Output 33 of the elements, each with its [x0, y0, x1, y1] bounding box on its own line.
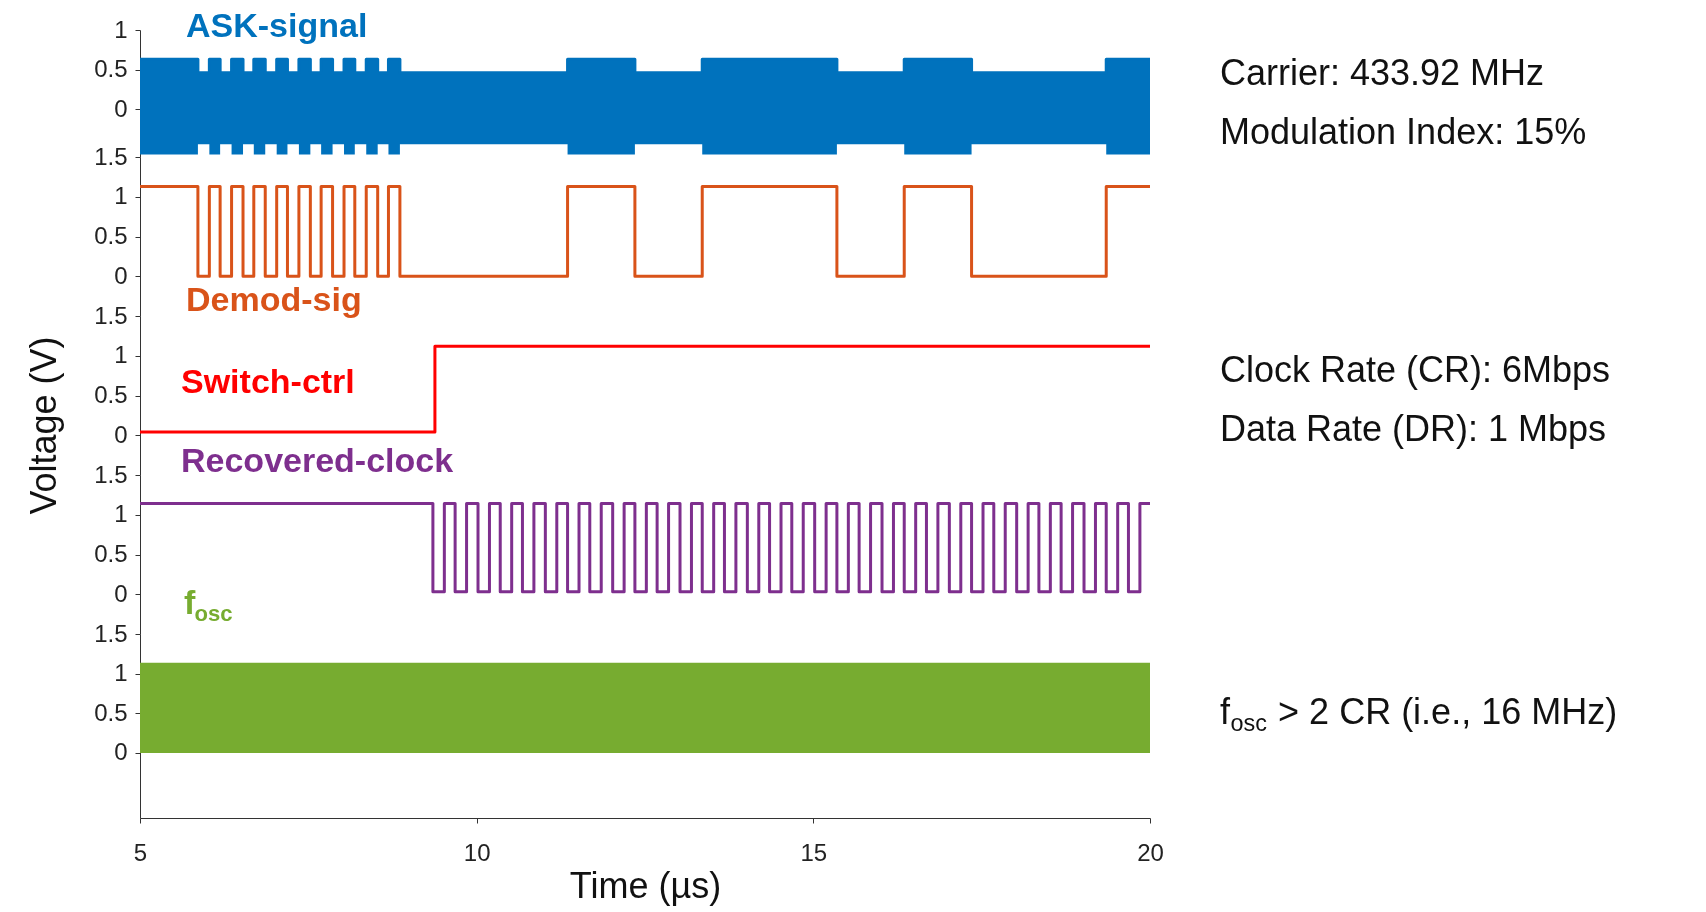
y-tick-label: 0 — [114, 261, 128, 289]
y-tick-label: 1 — [114, 182, 128, 210]
y-tick-label: 1.5 — [94, 619, 128, 647]
text: Clock Rate (CR): 6Mbps — [1220, 349, 1611, 390]
x-axis-title: Time (µs) — [569, 864, 722, 906]
x-tick-label: 20 — [1137, 838, 1164, 866]
series-label: Recovered-clock — [181, 441, 454, 479]
series-label: Switch-ctrl — [181, 362, 355, 400]
y-tick-label: 0.5 — [94, 55, 128, 83]
series-label: Demod-sig — [186, 280, 362, 318]
y-tick-label: 0.5 — [94, 222, 128, 249]
y-tick-label: 0 — [114, 738, 128, 766]
y-tick-label: 0 — [114, 420, 128, 448]
y-tick-label: 1 — [114, 15, 128, 43]
y-tick-label: 0 — [114, 579, 128, 607]
y-tick-label: 1 — [114, 659, 128, 687]
text: Data Rate (DR): 1 Mbps — [1220, 408, 1607, 449]
y-tick-label: 1 — [114, 341, 128, 369]
text: Carrier: 433.92 MHz — [1220, 52, 1545, 93]
y-tick-label: 0.5 — [94, 698, 128, 726]
x-tick-label: 10 — [463, 838, 491, 866]
y-tick-label: 1.5 — [94, 142, 128, 170]
y-tick-label: 0 — [114, 94, 128, 122]
y-tick-label: 1.5 — [94, 301, 128, 329]
y-tick-label: 1.5 — [94, 460, 128, 488]
x-tick-label: 5 — [133, 838, 148, 866]
y-tick-label: 1 — [114, 500, 128, 528]
y-axis-title: Voltage (V) — [23, 336, 65, 515]
y-tick-label: 0.5 — [94, 540, 128, 567]
series-label: ASK-signal — [186, 6, 368, 44]
x-tick-label: 15 — [800, 838, 828, 866]
text: Modulation Index: 15% — [1220, 111, 1587, 152]
y-tick-label: 0.5 — [94, 381, 128, 408]
